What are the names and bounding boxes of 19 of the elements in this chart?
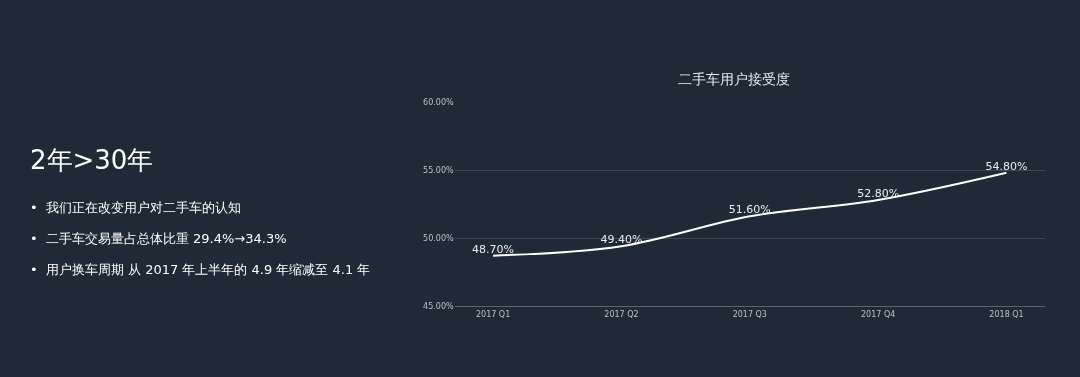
text: • 我们正在改变用户对二手车的认知 bbox=[30, 200, 241, 215]
text: • 用户换车周期 从 2017 年上半年的 4.9 年缩减至 4.1 年 bbox=[30, 262, 371, 277]
data-label: 48.70% bbox=[472, 242, 515, 256]
chart-title: 二手车用户接受度 bbox=[678, 71, 791, 88]
x-tick-label: 2017 Q1 bbox=[475, 309, 511, 319]
y-tick-label: 60.00% bbox=[423, 97, 454, 107]
x-tick-label: 2017 Q4 bbox=[861, 309, 896, 319]
text: • 二手车交易量占总体比重 29.4%→34.3% bbox=[30, 231, 287, 246]
y-tick-label: 50.00% bbox=[423, 233, 454, 243]
y-tick-label: 55.00% bbox=[423, 165, 454, 175]
data-label: 51.60% bbox=[728, 203, 771, 217]
x-tick-label: 2017 Q3 bbox=[732, 309, 767, 319]
text: 2年>30年 bbox=[30, 145, 154, 175]
x-tick-label: 2017 Q2 bbox=[604, 309, 639, 319]
x-tick-label: 2018 Q1 bbox=[989, 309, 1024, 319]
data-label: 49.40% bbox=[600, 233, 643, 247]
y-tick-label: 45.00% bbox=[423, 301, 454, 311]
data-label: 52.80% bbox=[857, 187, 900, 201]
data-label: 54.80% bbox=[985, 159, 1028, 173]
